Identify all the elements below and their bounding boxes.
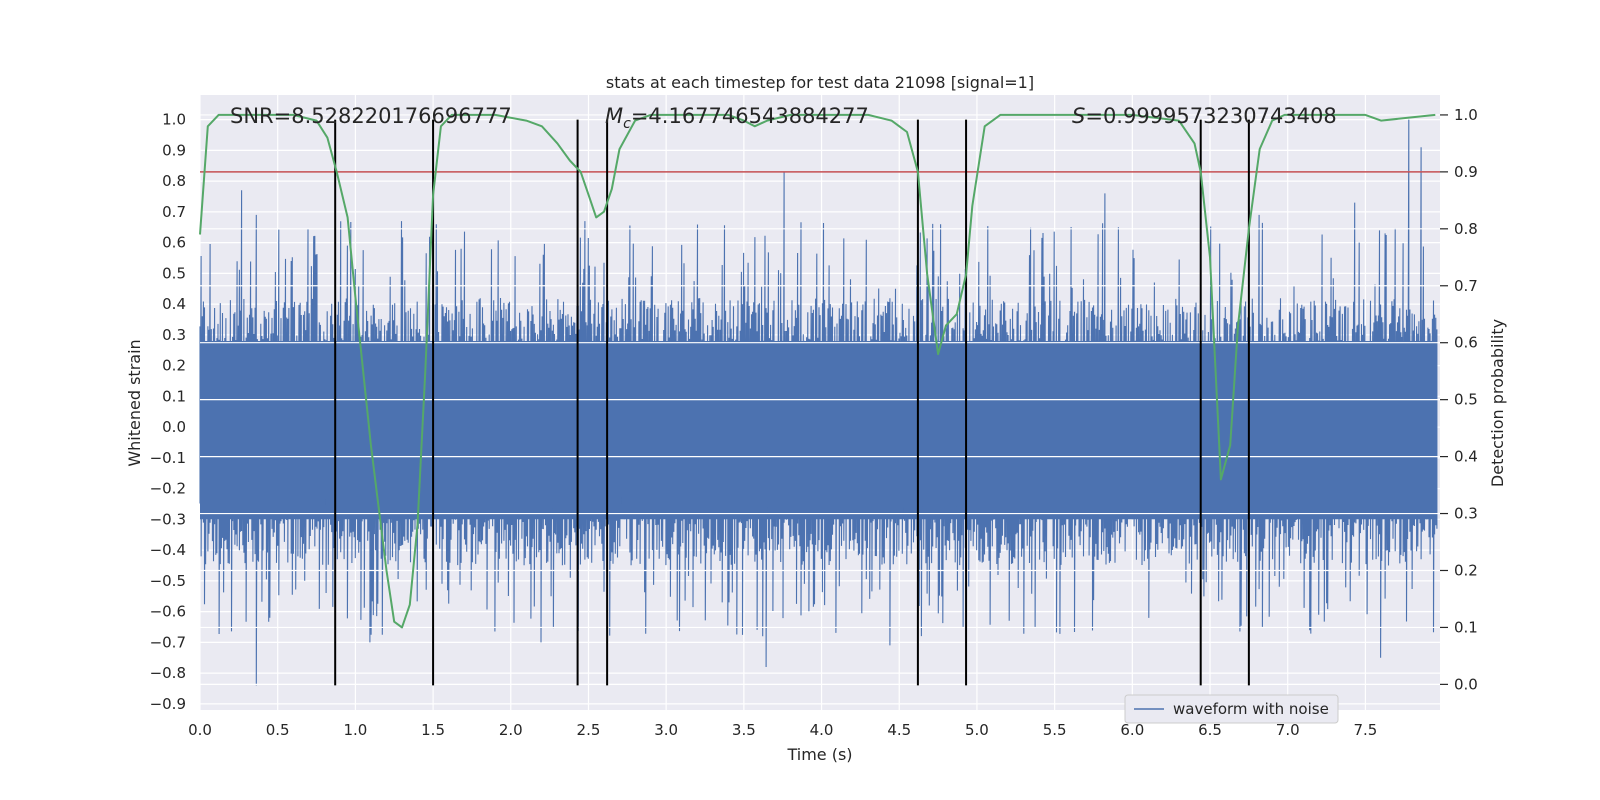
x-tick-label: 2.5 — [577, 721, 601, 739]
y-right-tick-label: 1.0 — [1454, 106, 1478, 124]
x-tick-label: 7.0 — [1276, 721, 1300, 739]
detection-stat-symbol: S — [1072, 104, 1085, 128]
y-left-tick-label: 0.8 — [162, 172, 186, 190]
legend-label: waveform with noise — [1173, 700, 1329, 718]
y-right-tick-label: 0.2 — [1454, 561, 1478, 579]
y-left-tick-label: 0.0 — [162, 418, 186, 436]
y-left-tick-label: 0.5 — [162, 264, 186, 282]
y-left-tick-label: −0.3 — [150, 510, 186, 528]
y-left-tick-label: 1.0 — [162, 111, 186, 129]
probability-line — [199, 113, 1436, 629]
y-right-tick-label: 0.8 — [1454, 220, 1478, 238]
y-right-axis-label: Detection probability — [1488, 319, 1507, 487]
y-right-tick-label: 0.6 — [1454, 334, 1478, 352]
y-left-tick-label: 0.7 — [162, 203, 186, 221]
y-right-tick-label: 0.1 — [1454, 618, 1478, 636]
y-right-tick-label: 0.0 — [1454, 675, 1478, 693]
y-left-axis-label: Whitened strain — [125, 339, 144, 466]
snr-annotation: SNR=8.528220176696777 — [230, 104, 512, 128]
chirp-mass-annotation: Mc=4.167746543884277 — [605, 104, 869, 132]
y-left-axis-ticks: 1.0 0.9 0.8 0.7 0.6 0.5 0.4 0.3 0.2 0.1 0.0 −0.1 −0.… — [150, 111, 186, 713]
x-tick-label: 6.0 — [1120, 721, 1144, 739]
y-left-tick-label: 0.3 — [162, 326, 186, 344]
y-right-tick-label: 0.4 — [1454, 448, 1478, 466]
y-left-tick-label: −0.5 — [150, 572, 186, 590]
x-tick-label: 5.0 — [965, 721, 989, 739]
y-left-tick-label: 0.6 — [162, 234, 186, 252]
x-axis-label: Time (s) — [786, 745, 852, 764]
y-left-tick-label: 0.2 — [162, 357, 186, 375]
legend-box — [1124, 694, 1339, 724]
y-left-tick-label: 0.1 — [162, 387, 186, 405]
y-left-tick-label: −0.8 — [150, 664, 186, 682]
y-right-tick-label: 0.3 — [1454, 505, 1478, 523]
x-tick-label: 0.0 — [188, 721, 212, 739]
y-left-tick-label: 0.9 — [162, 141, 186, 159]
x-tick-label: 3.5 — [732, 721, 756, 739]
chirp-mass-value: =4.167746543884277 — [631, 104, 869, 128]
x-tick-label: 7.5 — [1353, 721, 1377, 739]
x-tick-label: 3.0 — [654, 721, 678, 739]
x-tick-label: 4.0 — [810, 721, 834, 739]
chart-title: stats at each timestep for test data 210… — [606, 73, 1034, 92]
waveform-series — [199, 119, 1438, 686]
x-tick-label: 6.5 — [1198, 721, 1222, 739]
y-right-axis-ticks: 1.0 0.9 0.8 0.7 0.6 0.5 0.4 0.3 0.2 0.1 0.0 — [1440, 106, 1478, 693]
y-left-tick-label: −0.9 — [150, 695, 186, 713]
probability-series — [199, 113, 1436, 629]
y-right-tick-label: 0.9 — [1454, 163, 1478, 181]
legend: waveform with noise — [1124, 694, 1339, 724]
y-left-tick-label: −0.1 — [150, 449, 186, 467]
y-left-tick-label: −0.4 — [150, 541, 186, 559]
x-axis-ticks: 0.0 0.5 1.0 1.5 2.0 2.5 3.0 3.5 4.0 4.5 5.0 5.5 6.0 6… — [188, 721, 1377, 739]
y-left-tick-label: −0.2 — [150, 480, 186, 498]
y-left-tick-label: −0.7 — [150, 633, 186, 651]
x-tick-label: 2.0 — [499, 721, 523, 739]
x-tick-label: 5.5 — [1043, 721, 1067, 739]
detection-stat-value: =0.9999573230743408 — [1085, 104, 1336, 128]
y-right-tick-label: 0.7 — [1454, 277, 1478, 295]
y-right-tick-label: 0.5 — [1454, 391, 1478, 409]
x-tick-label: 0.5 — [266, 721, 290, 739]
y-left-tick-label: −0.6 — [150, 603, 186, 621]
x-tick-label: 4.5 — [887, 721, 911, 739]
waveform-line — [199, 119, 1438, 686]
x-tick-label: 1.5 — [421, 721, 445, 739]
chirp-mass-symbol: M — [605, 104, 623, 128]
detection-stat-annotation: S=0.9999573230743408 — [1072, 104, 1337, 128]
y-left-tick-label: 0.4 — [162, 295, 186, 313]
chirp-mass-subscript: c — [623, 116, 631, 132]
x-tick-label: 1.0 — [343, 721, 367, 739]
